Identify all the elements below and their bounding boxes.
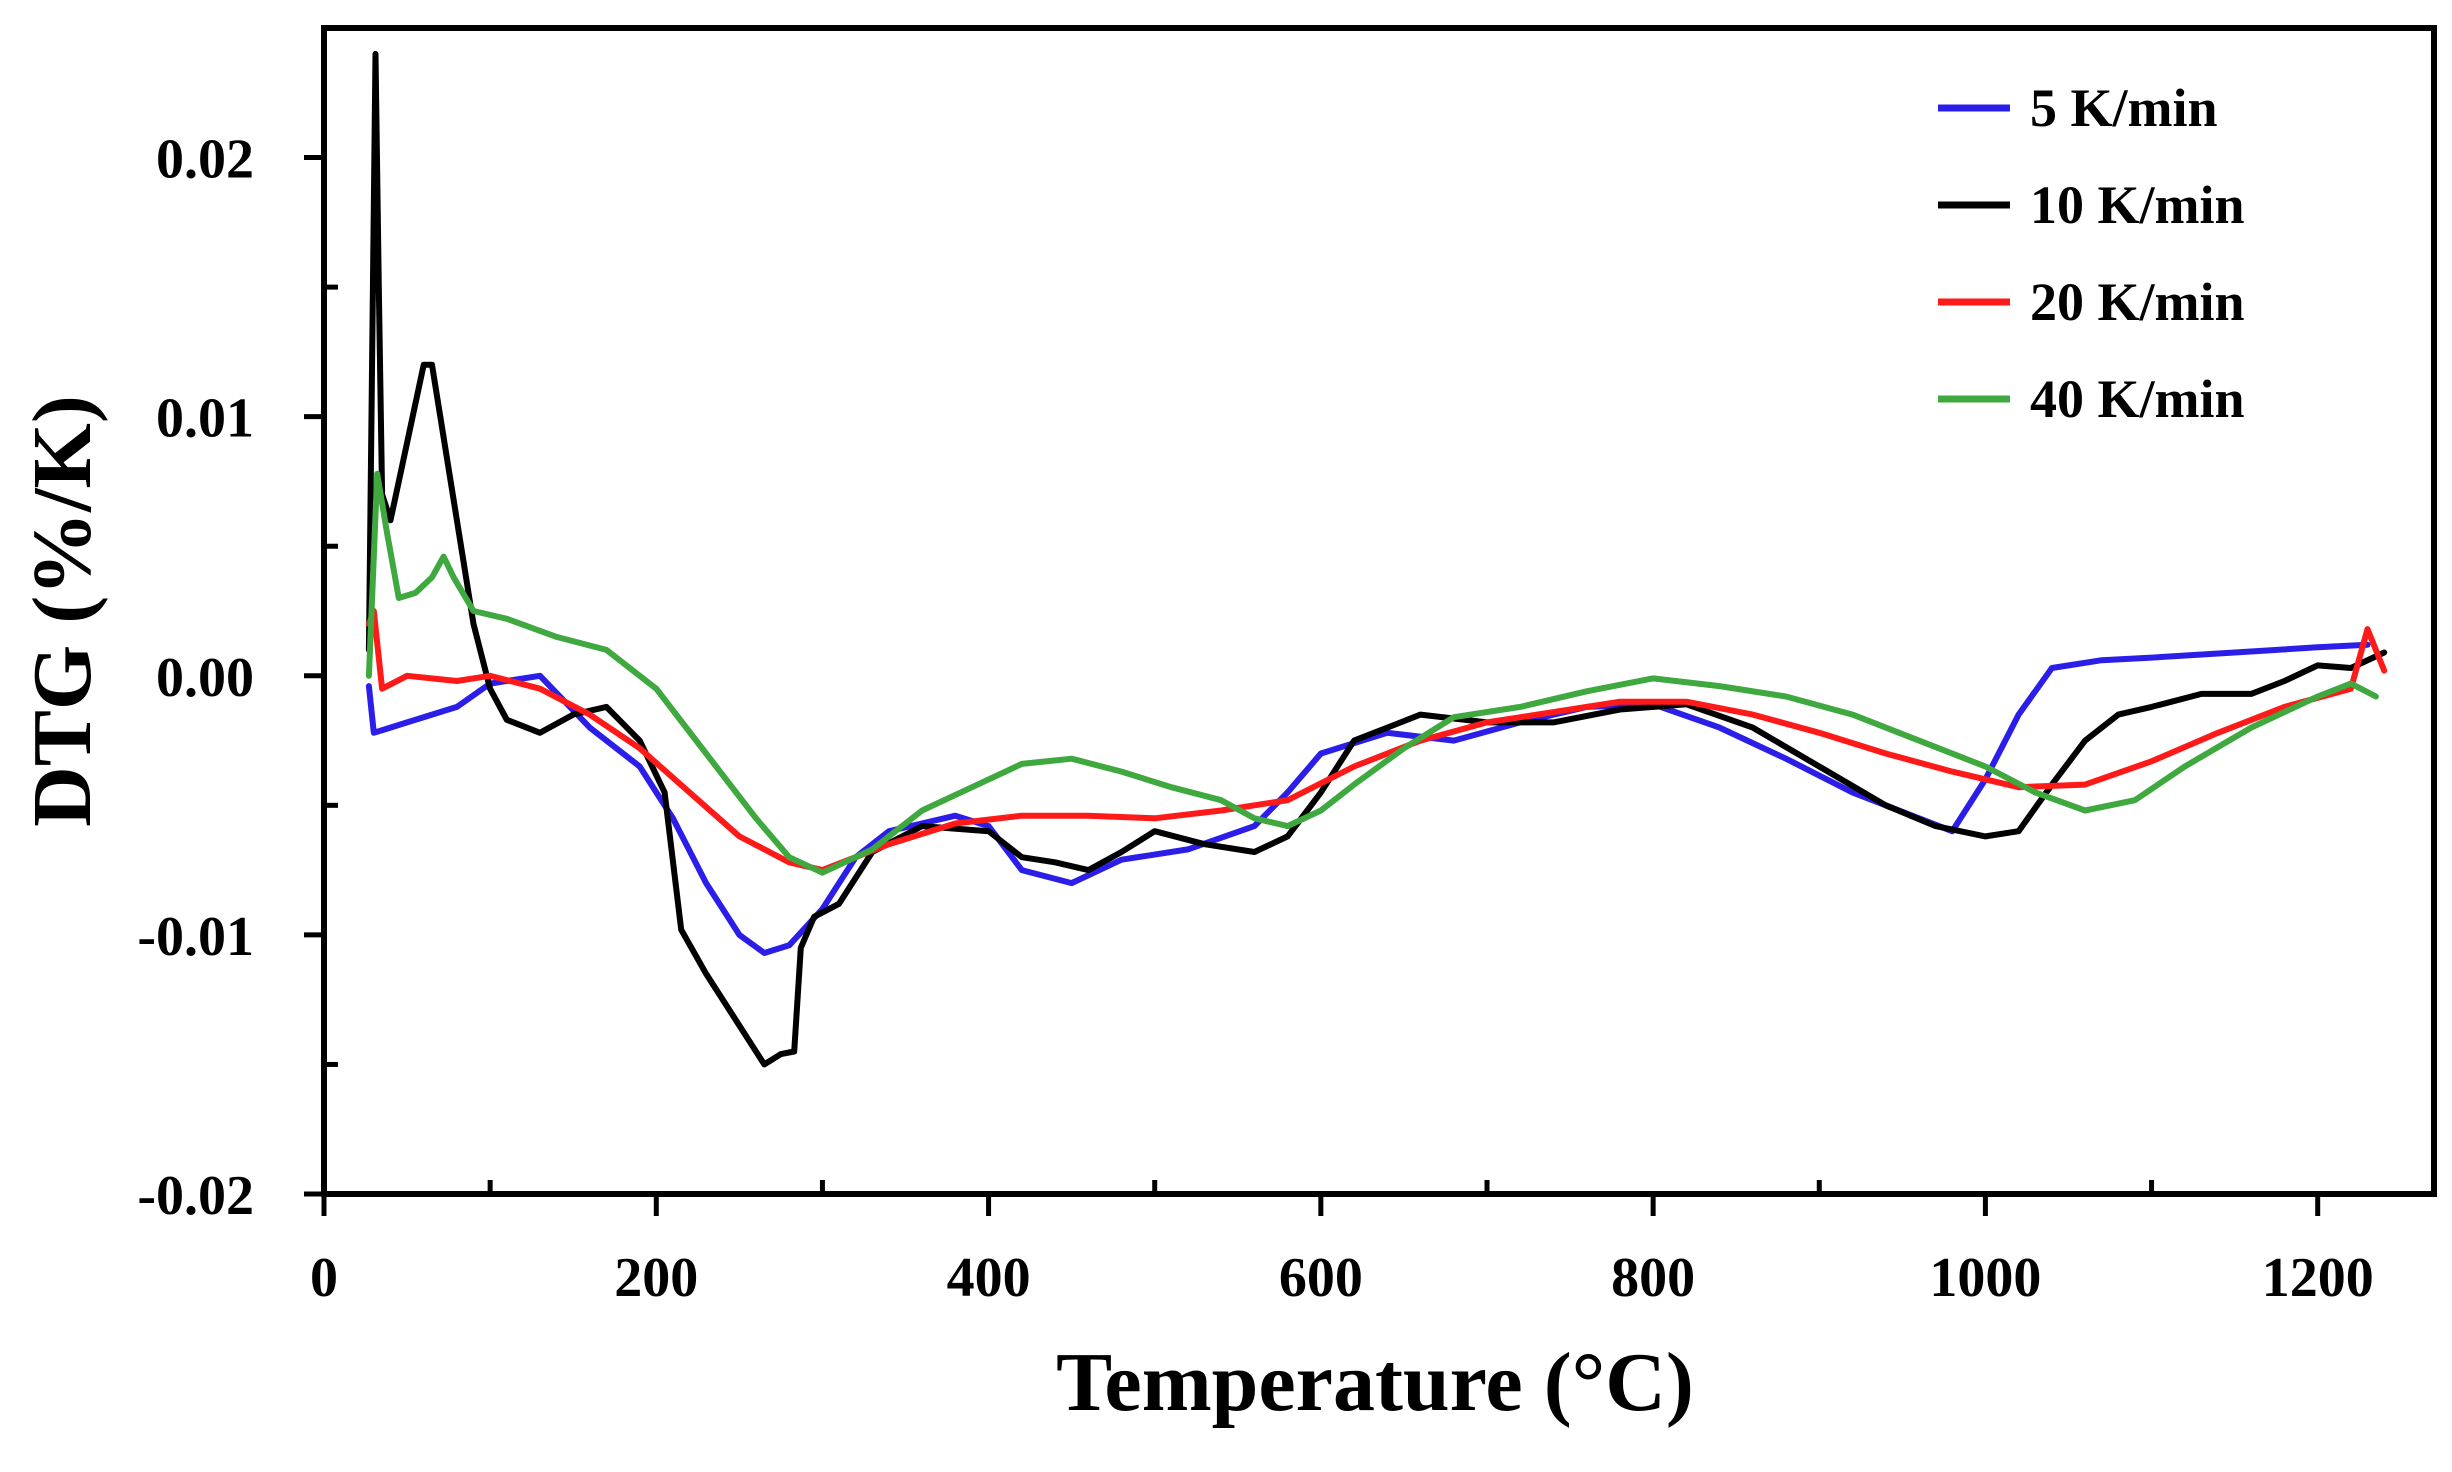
x-axis-title: Temperature (°C) — [1056, 1336, 1694, 1429]
x-tick-label: 200 — [614, 1247, 698, 1309]
legend-label: 5 K/min — [2030, 78, 2218, 138]
series-line-2 — [365, 608, 2388, 874]
series-line-1 — [365, 50, 2388, 1068]
y-tick-label: 0.02 — [156, 129, 254, 191]
x-tick-label: 0 — [310, 1247, 338, 1309]
legend-label: 20 K/min — [2030, 272, 2245, 332]
legend: 5 K/min 10 K/min 20 K/min 40 K/min — [1938, 78, 2245, 429]
x-tick-label: 600 — [1279, 1247, 1363, 1309]
plot-frame — [321, 25, 2437, 1197]
x-tick-label: 1200 — [2262, 1247, 2374, 1309]
series-lines — [365, 50, 2388, 1068]
y-tick-label: 0.00 — [156, 647, 254, 709]
series-line-3 — [365, 470, 2379, 876]
legend-label: 10 K/min — [2030, 175, 2245, 235]
y-tick-label: -0.01 — [137, 906, 254, 968]
x-tick-label: 1000 — [1929, 1247, 2041, 1309]
y-axis-title: DTG (%/K) — [16, 395, 109, 827]
y-tick-label: -0.02 — [137, 1165, 254, 1227]
x-tick-label: 800 — [1611, 1247, 1695, 1309]
y-tick-label: 0.01 — [156, 388, 254, 450]
x-axis-ticks: 0 200 400 600 800 1000 1200 — [310, 1180, 2374, 1309]
legend-label: 40 K/min — [2030, 369, 2245, 429]
y-axis-ticks: -0.02 -0.01 0.00 0.01 0.02 — [137, 129, 338, 1227]
x-tick-label: 400 — [947, 1247, 1031, 1309]
